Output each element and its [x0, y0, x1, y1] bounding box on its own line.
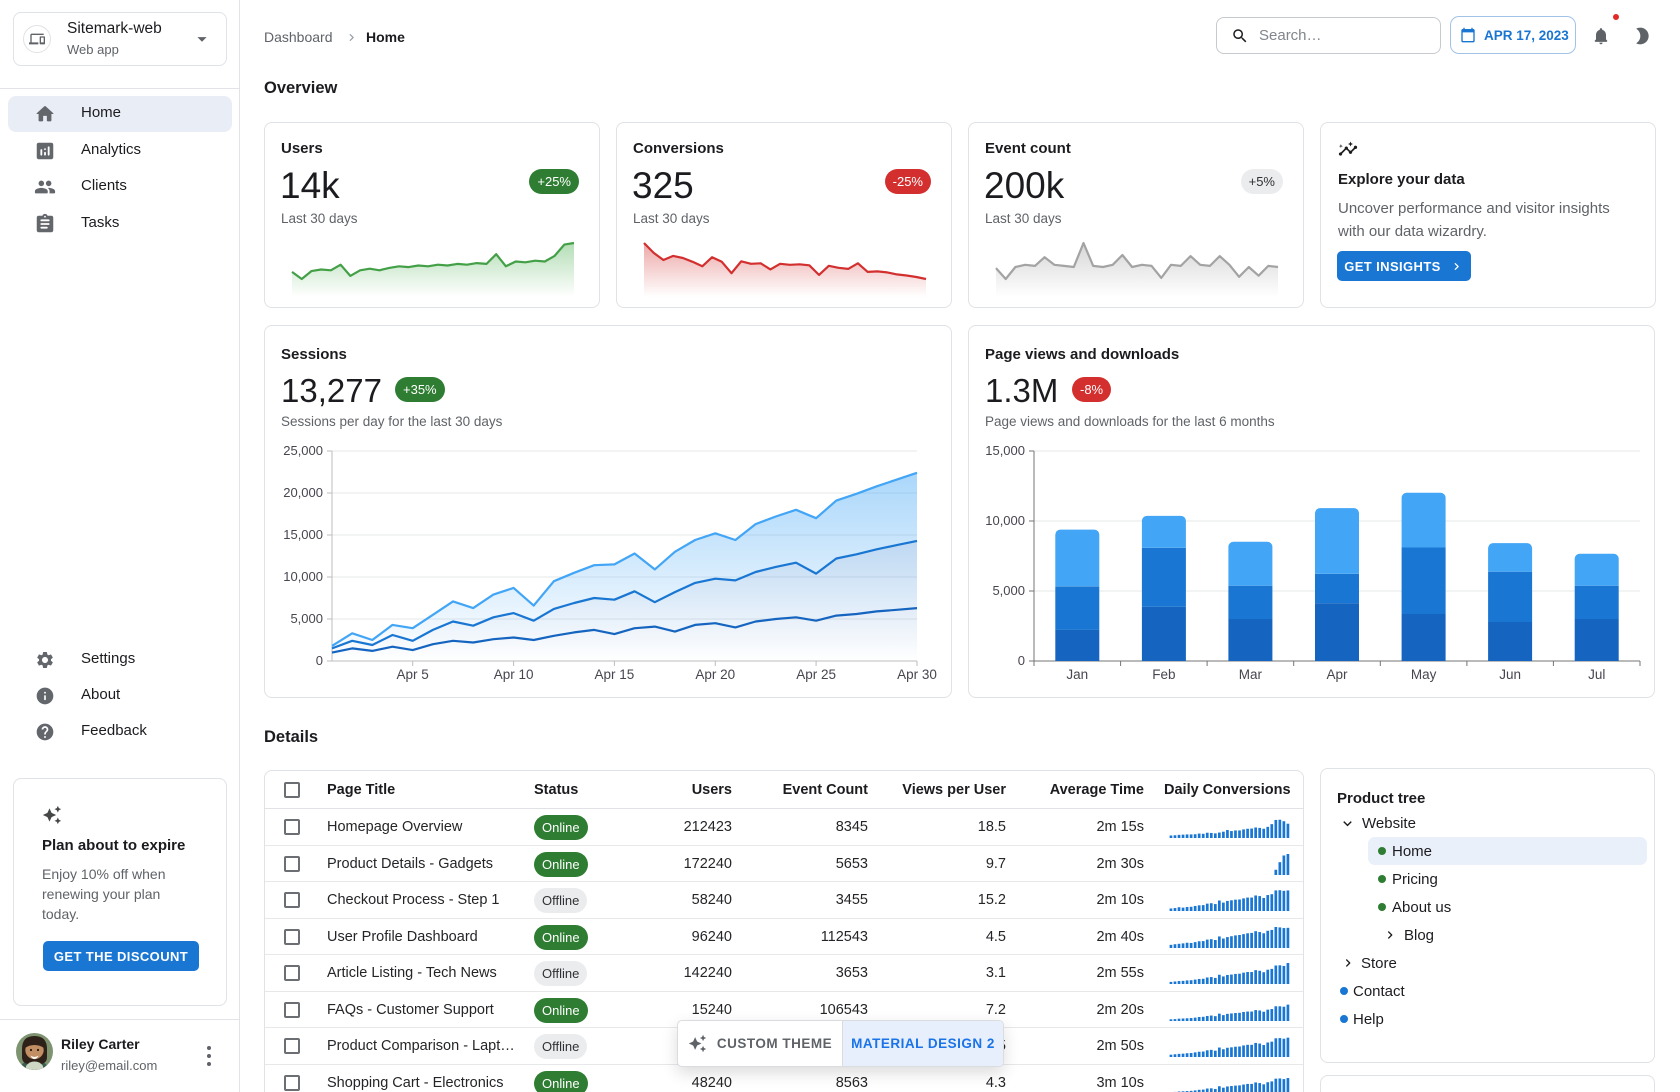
svg-text:25,000: 25,000	[283, 443, 323, 458]
svg-text:20,000: 20,000	[283, 485, 323, 500]
svg-text:Mar: Mar	[1239, 667, 1263, 682]
svg-text:Feb: Feb	[1152, 667, 1175, 682]
svg-text:Apr 30: Apr 30	[897, 667, 937, 682]
svg-text:Apr 5: Apr 5	[397, 667, 429, 682]
svg-text:15,000: 15,000	[985, 443, 1025, 458]
svg-text:Apr 25: Apr 25	[796, 667, 836, 682]
svg-text:Apr: Apr	[1326, 667, 1348, 682]
svg-text:5,000: 5,000	[992, 583, 1025, 598]
svg-text:May: May	[1411, 667, 1437, 682]
svg-text:10,000: 10,000	[985, 513, 1025, 528]
svg-text:Jan: Jan	[1066, 667, 1088, 682]
svg-text:Apr 20: Apr 20	[695, 667, 735, 682]
svg-text:0: 0	[316, 653, 323, 668]
svg-text:10,000: 10,000	[283, 569, 323, 584]
svg-text:Jul: Jul	[1588, 667, 1605, 682]
svg-text:5,000: 5,000	[290, 611, 323, 626]
svg-text:15,000: 15,000	[283, 527, 323, 542]
svg-text:Apr 10: Apr 10	[494, 667, 534, 682]
svg-text:Apr 15: Apr 15	[595, 667, 635, 682]
svg-text:Jun: Jun	[1499, 667, 1521, 682]
svg-text:0: 0	[1018, 653, 1025, 668]
